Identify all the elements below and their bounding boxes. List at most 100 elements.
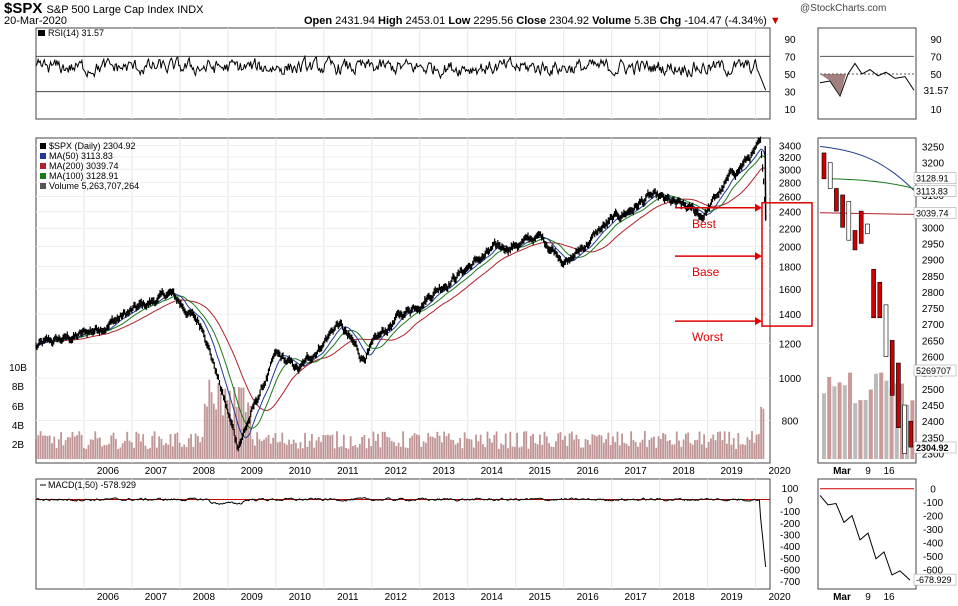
volume-bar (381, 431, 384, 459)
price-side-tick-label: 2900 (922, 256, 945, 267)
stockcharts-credit: @StockCharts.com (800, 3, 887, 14)
volume-bar (62, 445, 65, 459)
volume-bar (436, 431, 439, 459)
rsi-side-panel (817, 27, 917, 120)
volume-bar (534, 443, 537, 459)
volume-bar (263, 439, 265, 459)
volume-bar (256, 432, 259, 459)
side-volume-bar (848, 372, 852, 459)
volume-bar (114, 438, 117, 459)
side-value-label: 3039.74 (916, 208, 949, 218)
year-tick-label: 2016 (577, 466, 600, 477)
volume-bar (269, 443, 272, 459)
volume-bar (748, 439, 751, 459)
volume-tick-label: 2B (12, 440, 25, 451)
volume-bar (144, 445, 147, 459)
volume-bar (267, 434, 270, 459)
ma200-line (35, 167, 766, 411)
rsi-tick-label: 70 (784, 52, 796, 63)
price-tick-label: 1400 (779, 310, 802, 321)
legend-swatch (38, 30, 45, 36)
volume-bar (456, 442, 459, 459)
volume-bar (67, 437, 69, 459)
year-tick-label: 2007 (145, 466, 168, 477)
price-tick-label: 1000 (779, 374, 802, 385)
volume-bar (461, 448, 464, 459)
macd-tick-label: -300 (780, 531, 800, 542)
volume-bar (705, 447, 708, 459)
price-side-tick-label: 3200 (922, 159, 945, 170)
volume-bar (500, 443, 503, 459)
macd-side-line (819, 495, 911, 581)
volume-bar (60, 432, 62, 459)
volume-bar (64, 440, 67, 459)
price-tick-label: 1200 (779, 339, 802, 350)
volume-bar (593, 435, 596, 459)
rsi-side-fill (820, 74, 846, 96)
volume-bar (110, 435, 113, 459)
price-tick-label: 3200 (779, 153, 802, 164)
volume-bar (625, 443, 628, 459)
volume-bar (609, 445, 612, 459)
volume-bar (203, 403, 206, 459)
year-tick-label: 2013 (433, 592, 456, 603)
price-side-tick-label: 3250 (922, 142, 945, 153)
volume-bar (121, 443, 124, 459)
volume-bar (580, 447, 582, 459)
volume-bar (509, 431, 512, 459)
volume-tick-label: 6B (12, 402, 25, 413)
side-month-label: 9 (865, 592, 871, 603)
side-volume-bar (842, 385, 847, 459)
volume-bar (541, 444, 544, 459)
volume-bar (491, 442, 493, 459)
volume-bar (605, 439, 607, 459)
volume-bar (194, 433, 197, 459)
volume-bar (678, 440, 680, 459)
chart-header: $SPX S&P 500 Large Cap Index INDX (4, 0, 203, 17)
volume-bar (254, 445, 256, 459)
rsi-panel (35, 27, 771, 120)
down-arrow-icon: ▼ (769, 15, 781, 27)
volume-bar (566, 446, 569, 459)
macd-tick-label: -400 (780, 542, 800, 553)
volume-bar (445, 436, 448, 459)
volume-bar (532, 433, 534, 459)
macd-tick-label: -600 (780, 566, 800, 577)
year-tick-label: 2017 (625, 592, 648, 603)
volume-bar (258, 439, 261, 459)
volume-bar (139, 441, 142, 459)
side-volume-bar (827, 376, 832, 459)
volume-bar (174, 433, 176, 459)
volume-bar (178, 442, 181, 459)
volume-bar (165, 443, 167, 459)
volume-bar (399, 446, 402, 459)
volume-bar (438, 435, 441, 459)
volume-bar (716, 431, 719, 459)
volume-bar (472, 447, 475, 459)
volume-bar (37, 435, 40, 459)
price-tick-label: 1800 (779, 262, 802, 273)
volume-bar (235, 406, 238, 459)
volume-bar (413, 433, 416, 459)
volume-bar (349, 436, 352, 459)
arrow-head-icon (755, 317, 762, 326)
year-tick-label: 2009 (241, 466, 264, 477)
volume-bar (454, 444, 457, 459)
volume-tick-label: 8B (12, 382, 25, 393)
volume-bar (673, 444, 676, 459)
volume-bar (415, 434, 418, 459)
volume-bar (598, 434, 601, 459)
price-side-tick-label: 2400 (922, 417, 945, 428)
volume-bar (591, 434, 594, 459)
volume-bar (682, 439, 685, 459)
volume-bar (643, 431, 646, 459)
volume-tick-label: 4B (12, 421, 25, 432)
volume-bar (226, 400, 229, 459)
scenario-box (761, 202, 813, 327)
year-tick-label: 2006 (97, 592, 120, 603)
volume-bar (290, 443, 293, 459)
volume-bar (192, 446, 195, 459)
scenario-label-best: Best (692, 217, 717, 231)
volume-bar (525, 431, 528, 459)
legend-swatch (40, 143, 46, 149)
